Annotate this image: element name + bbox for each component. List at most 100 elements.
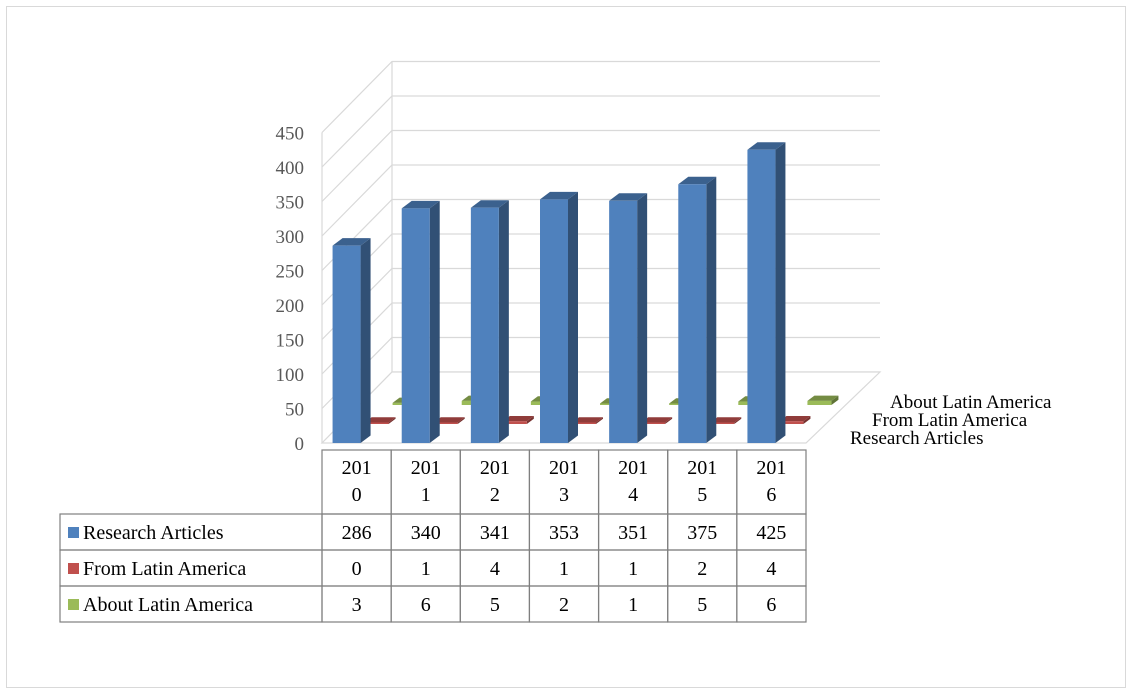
y-tick-label: 250 [276, 262, 305, 283]
bar-from-latin-america-2015-front [710, 422, 735, 424]
category-label: 201 [618, 457, 648, 479]
category-label: 4 [628, 484, 638, 506]
y-tick-label: 200 [276, 296, 305, 317]
bar-from-latin-america-2014-front [641, 422, 666, 424]
bar-research-articles-2010-side [360, 238, 371, 443]
bar-research-articles-2016 [747, 142, 786, 443]
bar-research-articles-2010 [332, 238, 371, 443]
data-label: 4 [490, 558, 500, 580]
bar-about-latin-america-2016 [807, 395, 839, 405]
table-cell [736, 585, 807, 623]
bar-from-latin-america-2015-top [710, 417, 742, 423]
bar-from-latin-america-2010 [364, 417, 396, 424]
bar-about-latin-america-2016-front [807, 400, 832, 405]
data-label: 6 [766, 594, 776, 616]
y-tick-label: 300 [276, 227, 305, 248]
bar-research-articles-2014-top [609, 193, 648, 201]
bar-from-latin-america-2016-top [779, 415, 811, 422]
data-label: 1 [628, 594, 638, 616]
bar-from-latin-america-2014-top [641, 417, 673, 423]
legend-label: Research Articles [83, 522, 224, 544]
y-tick-label: 400 [276, 158, 305, 179]
data-label: 3 [352, 594, 362, 616]
data-label: 340 [411, 522, 441, 544]
bar-from-latin-america-2015 [710, 417, 742, 424]
data-label: 375 [687, 522, 717, 544]
bar-research-articles-2012-top [470, 200, 509, 208]
y-tick-label: 150 [276, 331, 305, 352]
data-label: 6 [421, 594, 431, 616]
bar-research-articles-2015-front [678, 184, 707, 443]
data-label: 1 [421, 558, 431, 580]
category-label: 0 [352, 484, 362, 506]
bar-about-latin-america-2016-top [807, 395, 839, 401]
bar-research-articles-2013-top [540, 191, 578, 200]
data-label: 353 [549, 522, 579, 544]
y-axis-ticks: 0 50 100 150 200 250 300 350 400 450 [276, 124, 305, 456]
bar-research-articles-2014-front [609, 200, 638, 443]
category-label: 5 [697, 484, 707, 506]
bar-from-latin-america-2012 [502, 415, 534, 424]
data-label: 1 [628, 558, 638, 580]
y-tick-label: 350 [276, 193, 305, 214]
category-label: 201 [342, 457, 372, 479]
bar-research-articles-2015-side [706, 176, 717, 443]
legend-label: From Latin America [83, 558, 246, 580]
bar-from-latin-america-2013 [572, 417, 603, 424]
data-label: 5 [490, 594, 500, 616]
bar-research-articles-2016-top [747, 142, 786, 150]
data-label: 1 [559, 558, 569, 580]
gridline [321, 60, 880, 133]
depth-label: From Latin America [872, 410, 1028, 431]
bar-research-articles-2013-front [540, 199, 568, 443]
bar-from-latin-america-2016 [779, 415, 811, 424]
category-label: 201 [687, 457, 717, 479]
bar-from-latin-america-2014 [641, 417, 673, 424]
bar-research-articles-2011-side [429, 200, 440, 443]
category-label: 201 [756, 457, 786, 479]
category-label: 201 [549, 457, 579, 479]
bar-from-latin-america-2011 [433, 417, 465, 424]
bar-research-articles-2012-front [470, 207, 499, 443]
bar-from-latin-america-2013-side [596, 417, 603, 424]
bar-from-latin-america-2011-front [433, 422, 458, 424]
bar-research-articles-2012-side [498, 200, 509, 443]
category-label: 201 [480, 457, 510, 479]
bar-research-articles-2012 [470, 200, 509, 443]
category-label: 2 [490, 484, 500, 506]
bar-from-latin-america-2011-top [433, 417, 465, 423]
bars [332, 142, 839, 443]
bar-research-articles-2014-side [637, 193, 648, 443]
bar-from-latin-america-2013-front [572, 422, 596, 424]
bar-research-articles-2015 [678, 176, 717, 443]
data-label: 0 [352, 558, 362, 580]
bar-research-articles-2011-front [401, 208, 430, 443]
legend-swatch [68, 599, 79, 610]
bar-research-articles-2014 [609, 193, 648, 443]
data-label: 2 [697, 558, 707, 580]
legend-label: About Latin America [83, 594, 253, 616]
depth-label: Research Articles [850, 428, 983, 449]
legend-swatch [68, 527, 79, 538]
bar-research-articles-2013 [540, 191, 578, 443]
gridline [321, 129, 880, 202]
data-label: 2 [559, 594, 569, 616]
bar-about-latin-america-2016-side [831, 395, 839, 405]
bar-research-articles-2016-side [775, 142, 786, 443]
bar-from-latin-america-2010-top [364, 417, 396, 423]
bar-from-latin-america-2016-front [779, 421, 804, 424]
bar-research-articles-2016-front [747, 149, 776, 443]
category-label: 3 [559, 484, 569, 506]
bar-from-latin-america-2010-front [364, 422, 389, 424]
depth-label: About Latin America [890, 392, 1052, 413]
category-label: 1 [421, 484, 431, 506]
data-label: 341 [480, 522, 510, 544]
bar-from-latin-america-2011-side [457, 417, 465, 424]
bar-from-latin-america-2012-top [502, 415, 534, 422]
data-label: 4 [766, 558, 776, 580]
legend-swatch [68, 563, 79, 574]
bar-research-articles-2013-side [568, 191, 578, 443]
